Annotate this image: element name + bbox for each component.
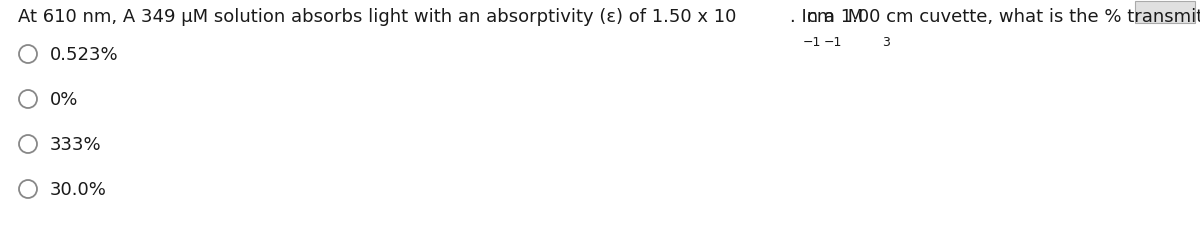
Text: M: M: [841, 8, 863, 26]
Text: 3: 3: [882, 36, 890, 49]
Text: At 610 nm, A 349 µM solution absorbs light with an absorptivity (ε) of 1.50 x 10: At 610 nm, A 349 µM solution absorbs lig…: [18, 8, 737, 26]
Text: cm: cm: [806, 8, 834, 26]
Bar: [1135, 2, 1195, 24]
Text: 30.0%: 30.0%: [50, 180, 107, 198]
Text: −1: −1: [803, 36, 821, 49]
Text: −1: −1: [823, 36, 842, 49]
Text: 0%: 0%: [50, 91, 78, 109]
Text: 333%: 333%: [50, 135, 102, 153]
Text: 0.523%: 0.523%: [50, 46, 119, 64]
Text: . In a 1.00 cm cuvette, what is the % transmittance?: . In a 1.00 cm cuvette, what is the % tr…: [791, 8, 1200, 26]
